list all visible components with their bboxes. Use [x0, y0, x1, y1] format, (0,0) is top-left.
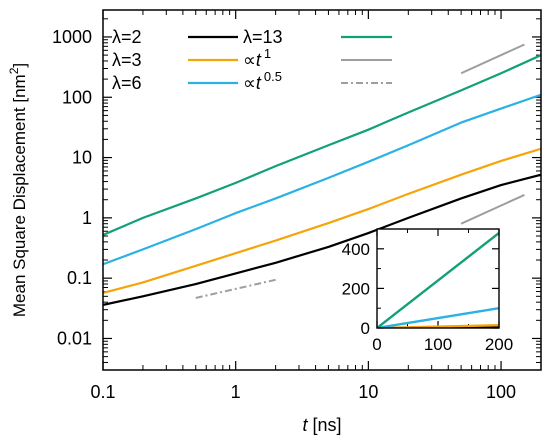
y-tick-label: 1000 — [52, 27, 92, 47]
reference-line — [195, 278, 276, 299]
x-axis-label: t [ns] — [302, 415, 341, 435]
x-tick-label: 1 — [231, 382, 241, 402]
legend-label-exp: 1 — [264, 46, 271, 61]
series-line — [103, 173, 541, 306]
x-tick-label: 100 — [486, 382, 516, 402]
series-group — [103, 43, 541, 306]
y-axis-label-sup: 2 — [7, 67, 21, 74]
legend-label-exp: 0.5 — [264, 69, 282, 84]
y-axis-label-main: Mean Square Displacement [nm — [10, 74, 29, 317]
series-line — [103, 93, 541, 266]
inset-x-tick-label: 200 — [485, 335, 513, 354]
series-line — [103, 147, 541, 294]
legend-label: λ=2 — [112, 27, 142, 47]
legend-label: λ=3 — [112, 50, 142, 70]
inset-plot: 0 100 200 0 200 400 — [342, 228, 513, 354]
inset-series-line — [377, 232, 499, 328]
legend-label: ∝t 1 — [243, 46, 271, 70]
x-axis-label-unit: [ns] — [308, 415, 342, 435]
x-tick-label: 10 — [358, 382, 378, 402]
inset-frame — [376, 228, 500, 329]
x-tick-label: 0.1 — [90, 382, 115, 402]
legend-label: λ=6 — [112, 73, 142, 93]
y-tick-label: 0.1 — [67, 268, 92, 288]
plot-frame — [102, 9, 542, 371]
inset-y-tick-label: 400 — [342, 240, 370, 259]
inset-y-tick-label: 0 — [361, 319, 370, 338]
y-tick-label: 1 — [82, 208, 92, 228]
inset-y-tick-label: 200 — [342, 279, 370, 298]
legend-label-var: t — [256, 73, 262, 93]
y-tick-label: 10 — [72, 148, 92, 168]
y-tick-label: 100 — [62, 87, 92, 107]
legend-label-var: t — [256, 50, 262, 70]
inset-x-tick-label: 100 — [424, 335, 452, 354]
reference-line — [460, 43, 525, 75]
legend-label-base: ∝ — [243, 50, 256, 70]
legend-label: ∝t 0.5 — [243, 69, 282, 93]
y-axis-label-close: ] — [10, 63, 29, 68]
series-line — [103, 54, 541, 237]
y-axis-label: Mean Square Displacement [nm2] — [7, 63, 29, 317]
inset-series-line — [377, 307, 499, 328]
x-axis-label-var: t — [302, 415, 308, 435]
reference-line — [460, 194, 525, 225]
y-tick-label: 0.01 — [57, 328, 92, 348]
legend: λ=2λ=3λ=6λ=13∝t 1∝t 0.5 — [112, 27, 392, 93]
legend-label: λ=13 — [243, 27, 283, 47]
inset-x-tick-label: 0 — [372, 335, 381, 354]
legend-label-base: ∝ — [243, 73, 256, 93]
